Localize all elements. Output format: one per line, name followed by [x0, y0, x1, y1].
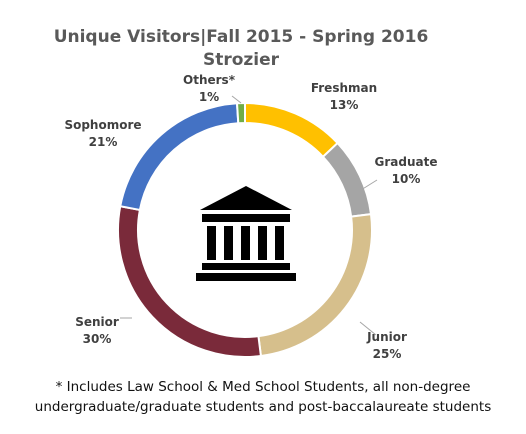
chart-title: Unique Visitors|Fall 2015 - Spring 2016 — [53, 27, 429, 47]
leader-line-graduate — [360, 179, 378, 191]
slice-value-label: 30% — [83, 332, 112, 346]
slice-value-label: 1% — [199, 90, 219, 104]
slice-category-label: Senior — [75, 315, 119, 329]
footnote-line-1: * Includes Law School & Med School Stude… — [55, 379, 471, 395]
slice-graduate — [321, 141, 373, 218]
footnote-line-2: undergraduate/graduate students and post… — [34, 399, 492, 415]
slice-freshman — [244, 101, 339, 159]
slice-category-label: Junior — [366, 330, 407, 344]
slice-category-label: Others* — [183, 73, 236, 87]
chart-title-block: Unique Visitors|Fall 2015 - Spring 2016 … — [0, 26, 482, 72]
slice-senior — [117, 205, 263, 358]
leader-line-junior — [359, 321, 377, 336]
slice-category-label: Sophomore — [64, 118, 141, 132]
chart-subtitle: Strozier — [202, 50, 280, 70]
slice-value-label: 21% — [89, 135, 118, 149]
slice-value-label: 13% — [330, 98, 359, 112]
slice-value-label: 10% — [392, 172, 421, 186]
slice-category-label: Freshman — [311, 81, 377, 95]
leader-lines — [120, 95, 378, 336]
slice-labels: Freshman 13% Graduate 10% Junior 25% Senior 30%… — [64, 73, 437, 361]
slice-category-label: Graduate — [375, 155, 438, 169]
footnote: * Includes Law School & Med School Stude… — [0, 377, 526, 417]
donut-slices — [117, 101, 373, 358]
slice-others — [235, 101, 246, 125]
leader-line-others — [231, 95, 242, 104]
building-columns-icon — [196, 186, 296, 281]
slice-value-label: 25% — [373, 347, 402, 361]
